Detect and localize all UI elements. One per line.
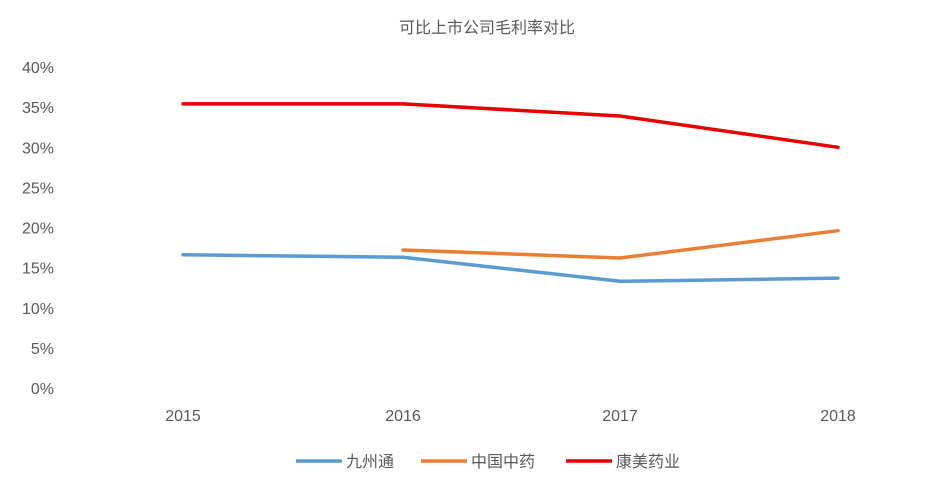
y-tick-label: 30% — [22, 140, 54, 157]
x-tick-label: 2017 — [602, 408, 638, 425]
series-line-2 — [181, 102, 840, 150]
y-tick-label: 35% — [22, 100, 54, 117]
y-tick-label: 20% — [22, 221, 54, 238]
legend-item: 中国中药 — [421, 452, 535, 471]
legend-label: 康美药业 — [616, 452, 680, 471]
legend-item: 康美药业 — [566, 452, 680, 471]
y-tick-label: 5% — [31, 341, 54, 358]
y-tick-label: 15% — [22, 261, 54, 278]
chart-title: 可比上市公司毛利率对比 — [399, 18, 575, 37]
series-line-1 — [401, 228, 840, 260]
x-tick-label: 2015 — [165, 408, 201, 425]
legend-label: 九州通 — [346, 452, 394, 471]
y-tick-label: 10% — [22, 301, 54, 318]
y-tick-label: 25% — [22, 180, 54, 197]
y-tick-label: 0% — [31, 381, 54, 398]
y-tick-label: 40% — [22, 60, 54, 77]
x-tick-label: 2018 — [820, 408, 856, 425]
legend-item: 九州通 — [296, 452, 394, 471]
x-tick-label: 2016 — [385, 408, 421, 425]
series-line-0 — [181, 253, 840, 284]
legend-label: 中国中药 — [471, 452, 535, 471]
